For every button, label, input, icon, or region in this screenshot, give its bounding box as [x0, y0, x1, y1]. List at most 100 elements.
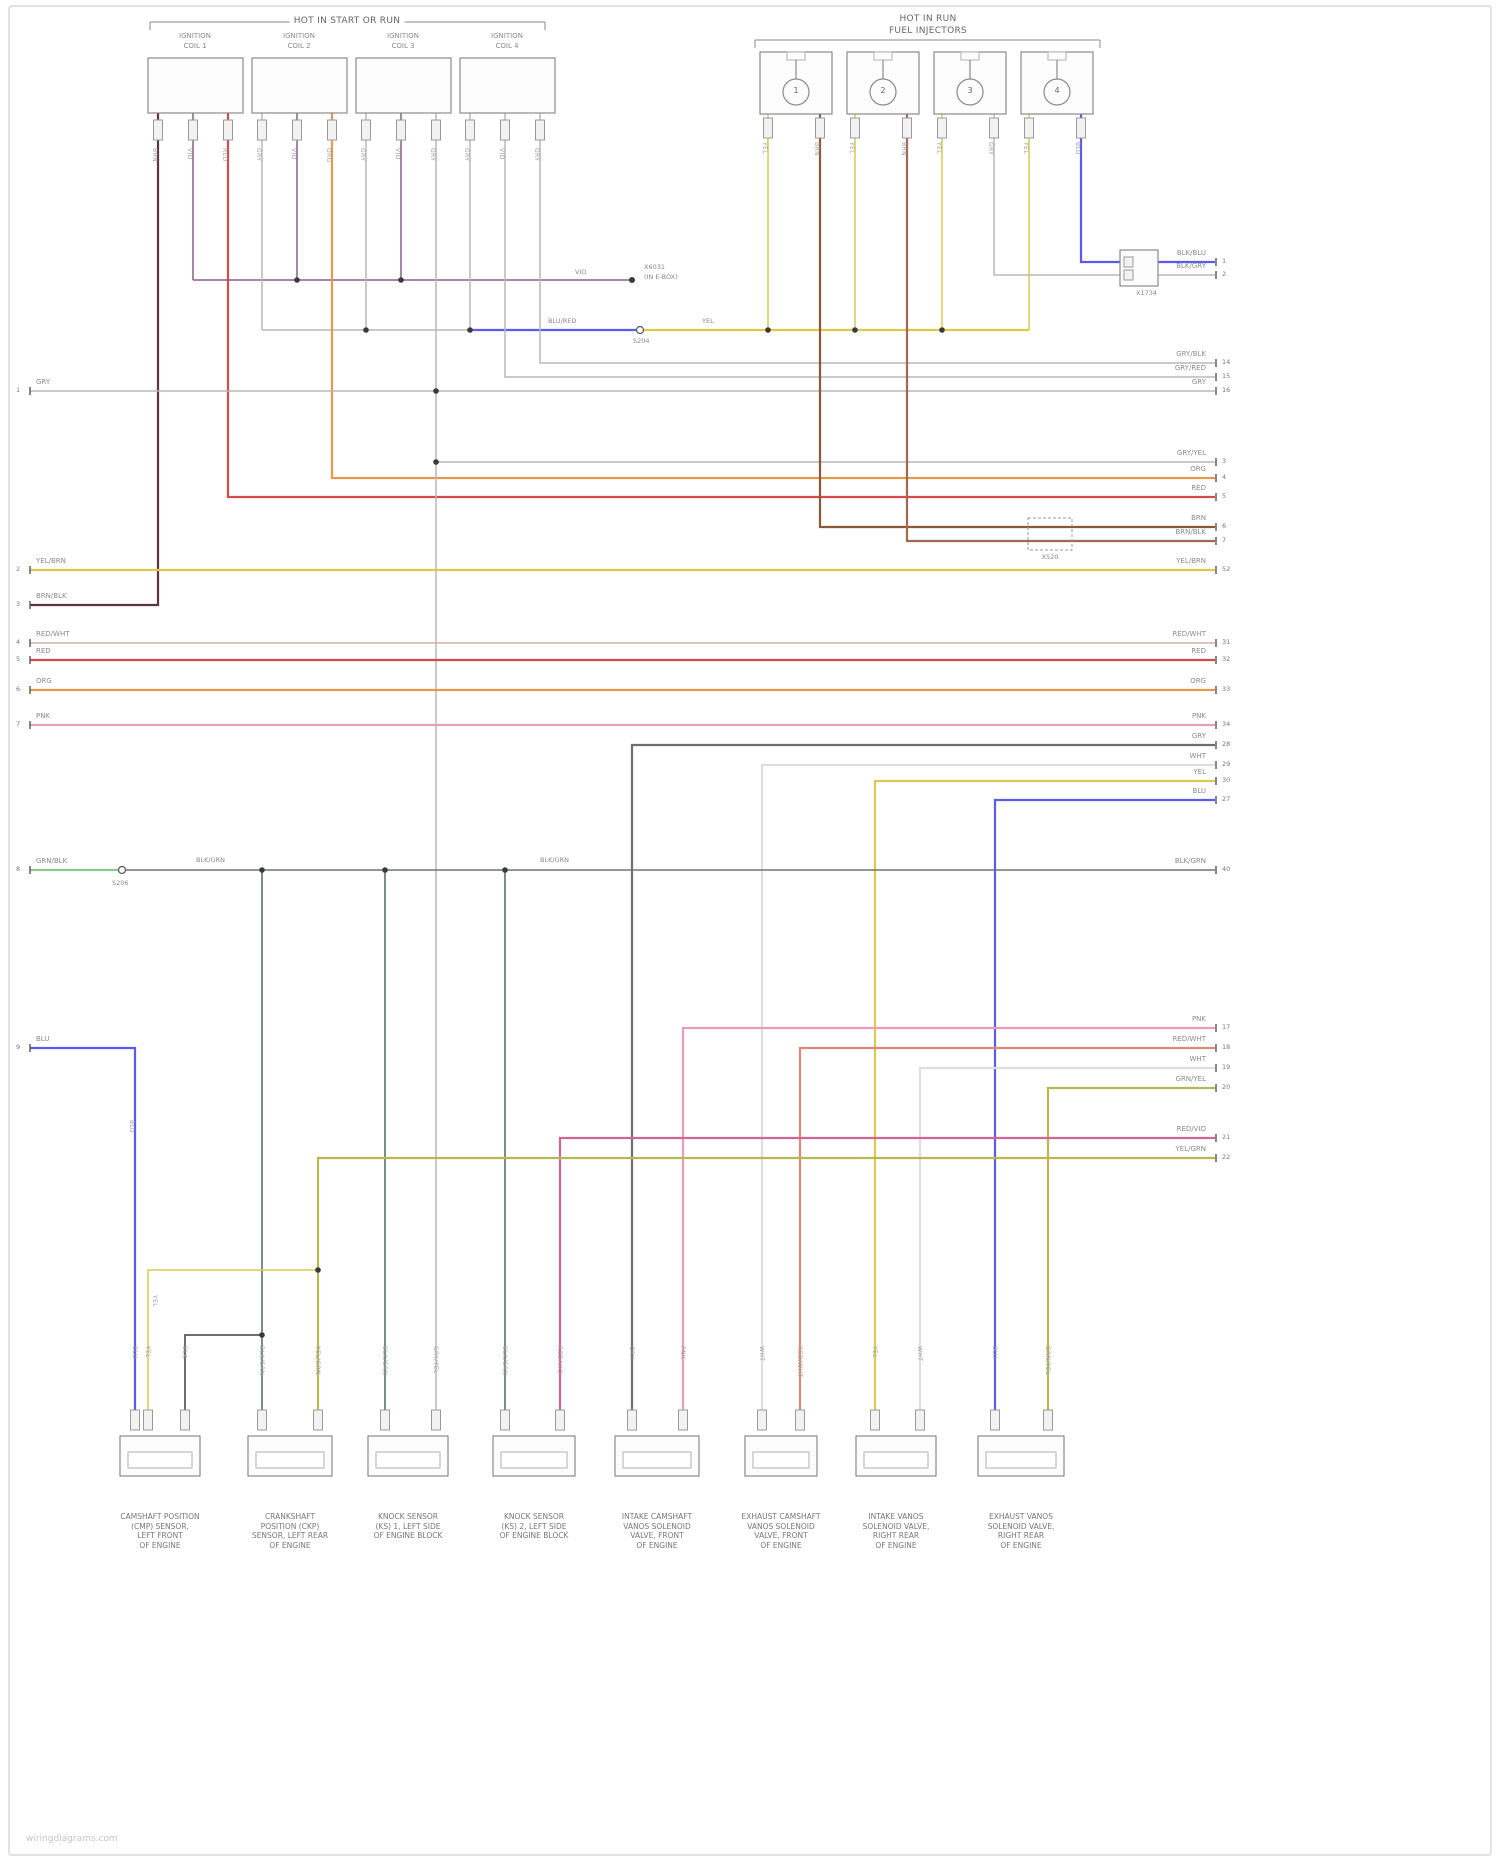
bottom-component-blocks [119, 1435, 1065, 1477]
right-terminal-label: BLU [1192, 787, 1206, 795]
left-terminal-label: RED [36, 647, 51, 655]
right-terminal-pin: 22 [1222, 1153, 1231, 1161]
component-label-line: VANOS SOLENOID [623, 1521, 691, 1531]
left-terminal-label: GRY [36, 378, 51, 386]
component-label-line: SENSOR, LEFT REAR [251, 1531, 329, 1540]
component-label: CAMSHAFT POSITION (CMP) SENSOR, LEFT FRONT… [105, 1512, 215, 1550]
right-terminal-label: GRY/YEL [1176, 449, 1206, 457]
right-terminal-pin: 32 [1222, 655, 1231, 663]
coil2-label-line2: COIL 2 [287, 42, 311, 50]
wire-vanos2-wht [760, 763, 1215, 1412]
component-label-line: OF ENGINE [636, 1540, 678, 1550]
coil4-pin2-label: VIO [498, 148, 505, 160]
wire-injector3-control [993, 114, 1120, 276]
right-terminal-pin: 17 [1222, 1023, 1231, 1031]
right-terminal-label: GRN/YEL [1175, 1075, 1206, 1083]
component-label-line: OF ENGINE BLOCK [373, 1531, 443, 1540]
bottom3-pin1-label: BLK/GRN [381, 1346, 388, 1376]
coil2-label-line1: IGNITION [283, 32, 315, 40]
coil3-label-line2: COIL 3 [391, 42, 415, 50]
injector2-number: 2 [880, 86, 886, 95]
bottom4-pin2-label: RED/VIO [556, 1346, 563, 1374]
right-terminal-pin: 7 [1222, 536, 1227, 544]
wire-vanos3-wht [918, 1066, 1215, 1412]
coil1-pin2-label: VIO [186, 148, 193, 160]
component-label: CRANKSHAFT POSITION (CKP) SENSOR, LEFT REA… [235, 1512, 345, 1550]
coil2-pin3-label: ORG [325, 148, 332, 163]
left-terminal-pin: 2 [16, 565, 21, 573]
left-terminal-pin: 7 [16, 720, 21, 728]
component-label-line: CRANKSHAFT [264, 1512, 316, 1521]
component-label-line: VALVE, FRONT [630, 1531, 684, 1540]
left-terminal-pin: 8 [16, 865, 21, 873]
bottom6-pin1-label: WHT [758, 1346, 765, 1362]
component-label: INTAKE CAMSHAFT VANOS SOLENOID VALVE, FRON… [602, 1512, 712, 1550]
left-terminal-label: BRN/BLK [36, 592, 67, 600]
junction-dots [259, 277, 945, 1338]
right-terminal-label: BLK/GRN [1174, 857, 1206, 865]
component-label-line: INTAKE CAMSHAFT [621, 1512, 693, 1521]
component-label-line: OF ENGINE BLOCK [499, 1531, 569, 1540]
coil3-pin3-label: GRY [429, 148, 436, 162]
fuel-injector-blocks [759, 51, 1094, 115]
component-label-line: CAMSHAFT POSITION [120, 1512, 200, 1521]
right-terminal-pin: 52 [1222, 565, 1231, 573]
watermark: wiringdiagrams.com [26, 1834, 118, 1844]
coil4-label-line1: IGNITION [491, 32, 523, 40]
injector3-pin1-label: YEL [935, 142, 942, 154]
component-label-line: OF ENGINE [760, 1540, 802, 1550]
wire-cmp-ground-jumper [184, 1334, 262, 1412]
wire-ks2-signal [558, 1136, 1215, 1412]
coil2-pin2-label: VIO [290, 148, 297, 160]
left-terminal-pin: 1 [16, 386, 21, 394]
left-terminal-label: PNK [36, 712, 51, 720]
coil3-label-line1: IGNITION [387, 32, 419, 40]
component-label-line: OF ENGINE [1000, 1540, 1042, 1550]
coil2-pin1-label: GRY [255, 148, 262, 162]
right-terminal-pin: 4 [1222, 473, 1227, 481]
right-terminal-pin: 14 [1222, 358, 1231, 366]
injector4-pin2-label: BLU [1074, 142, 1081, 155]
injector4-number: 4 [1054, 86, 1060, 95]
right-terminal-pin: 20 [1222, 1083, 1231, 1091]
component-label-line: LEFT FRONT [137, 1531, 183, 1540]
right-terminal-label: PNK [1191, 712, 1206, 720]
bottom1-pin2-label: YEL [144, 1346, 151, 1358]
right-terminal-pin: 30 [1222, 776, 1231, 784]
bottom3-pin2-label: GRY/YEL [432, 1346, 439, 1374]
wire-injector2-control [905, 114, 1215, 543]
blu-red-label: BLU/RED [548, 317, 577, 325]
wire-vanos2-red [798, 1046, 1215, 1412]
right-terminal-label: GRY [1191, 378, 1206, 386]
coil-pin-connectors [153, 119, 545, 141]
bottom2-pin1-label: BLK/GRN [258, 1346, 265, 1376]
component-label: EXHAUST VANOS SOLENOID VALVE, RIGHT REAR OF… [966, 1512, 1076, 1550]
right-header-bracket [754, 39, 1101, 48]
right-terminal-pin: 31 [1222, 638, 1231, 646]
component-label-line: EXHAUST CAMSHAFT [741, 1512, 821, 1521]
right-terminal-label: ORG [1190, 465, 1206, 473]
right-terminal-label: BLK/BLU [1176, 249, 1206, 257]
component-label: INTAKE VANOS SOLENOID VALVE, RIGHT REAR OF … [841, 1512, 951, 1550]
connector-x520-label: X520 [1041, 553, 1059, 561]
component-label-line: (KS) 1, LEFT SIDE [375, 1521, 441, 1531]
right-terminal-label: GRY/BLK [1176, 350, 1206, 358]
right-terminal-pin: 1 [1222, 257, 1227, 265]
right-terminal-pin: 33 [1222, 685, 1231, 693]
connector-x1734-label: X1734 [1136, 289, 1157, 297]
bottom7-pin1-label: YEL [871, 1346, 878, 1358]
wire-vanos1-pnk [681, 1026, 1215, 1412]
right-terminal-pin: 18 [1222, 1043, 1231, 1051]
bottom5-pin1-label: GRY [628, 1346, 635, 1360]
component-label-line: SOLENOID VALVE, [987, 1521, 1055, 1531]
injector1-pin2-label: BRN [813, 142, 820, 156]
coil1-pin3-label: RED [221, 148, 228, 162]
trigger-bus-label: VIO [575, 268, 587, 276]
wire-vanos4-olv [1046, 1086, 1215, 1412]
ignition-coil-blocks [147, 57, 556, 114]
bottom7-pin2-label: WHT [916, 1346, 923, 1362]
wire-coil2-signal [330, 113, 1215, 480]
splice-s206-label: S206 [112, 879, 129, 887]
bottom5-pin2-label: PNK [679, 1346, 686, 1360]
